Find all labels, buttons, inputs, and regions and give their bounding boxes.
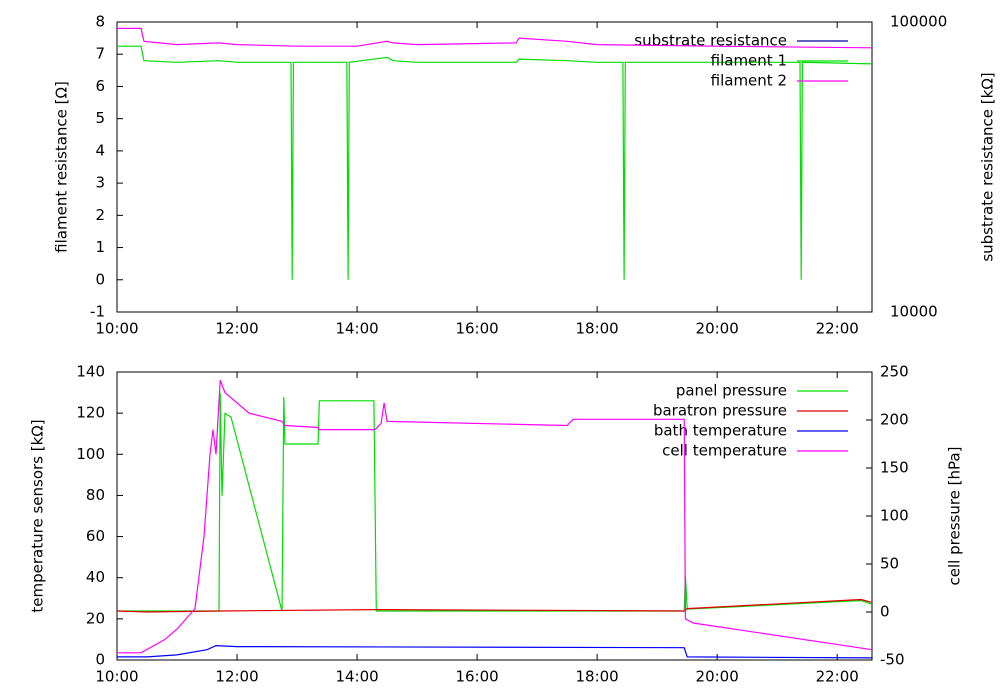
y2-axis-label: cell pressure [hPa] — [946, 447, 964, 586]
legend-label: panel pressure — [676, 382, 787, 400]
y-tick-label: 60 — [86, 527, 105, 545]
legend-label: baratron pressure — [653, 402, 787, 420]
y-tick-label: 0 — [95, 270, 105, 288]
y-tick-label: -1 — [90, 303, 105, 321]
x-tick-label: 14:00 — [335, 320, 378, 338]
y2-tick-label: 0 — [880, 603, 890, 621]
x-tick-label: 10:00 — [95, 320, 138, 338]
y-tick-label: 5 — [95, 109, 105, 127]
y-tick-label: 3 — [95, 174, 105, 192]
series-line — [116, 598, 873, 613]
y-tick-label: 40 — [86, 568, 105, 586]
y2-tick-label: 250 — [880, 363, 909, 381]
y-tick-label: 100 — [76, 445, 105, 463]
y2-tick-label: 150 — [880, 459, 909, 477]
x-tick-label: 16:00 — [455, 668, 498, 686]
y2-tick-label: 100000 — [890, 13, 947, 31]
series-line — [117, 644, 873, 659]
x-tick-label: 14:00 — [335, 668, 378, 686]
y-tick-label: 0 — [95, 651, 105, 669]
x-tick-label: 20:00 — [696, 668, 739, 686]
x-tick-label: 12:00 — [215, 668, 258, 686]
series-line — [117, 379, 873, 654]
y-tick-label: 6 — [95, 77, 105, 95]
legend-label: filament 1 — [711, 52, 787, 70]
y-tick-label: 1 — [95, 238, 105, 256]
series-line — [117, 27, 873, 49]
legend-label: cell temperature — [662, 442, 787, 460]
legend-label: bath temperature — [654, 422, 787, 440]
x-tick-label: 10:00 — [95, 668, 138, 686]
y-tick-label: 8 — [95, 13, 105, 31]
y2-tick-label: 200 — [880, 411, 909, 429]
legend-label: filament 2 — [711, 72, 787, 90]
x-tick-label: 22:00 — [816, 668, 859, 686]
y-axis-label: filament resistance [Ω] — [53, 81, 71, 253]
y2-tick-label: 100 — [880, 507, 909, 525]
y-tick-label: 80 — [86, 486, 105, 504]
legend-label: substrate resistance — [634, 32, 787, 50]
y2-tick-label: 50 — [880, 555, 899, 573]
x-tick-label: 20:00 — [696, 320, 739, 338]
x-tick-label: 12:00 — [215, 320, 258, 338]
y2-tick-label: -50 — [880, 651, 905, 669]
plot-frame — [116, 21, 873, 313]
x-tick-label: 16:00 — [455, 320, 498, 338]
y-tick-label: 20 — [86, 609, 105, 627]
series-line — [117, 45, 873, 280]
x-tick-label: 18:00 — [576, 320, 619, 338]
y-tick-label: 7 — [95, 45, 105, 63]
x-tick-label: 18:00 — [576, 668, 619, 686]
x-tick-label: 22:00 — [816, 320, 859, 338]
y-tick-label: 120 — [76, 404, 105, 422]
y-tick-label: 2 — [95, 206, 105, 224]
y2-axis-label: substrate resistance [kΩ] — [979, 72, 997, 261]
y-axis-label: temperature sensors [kΩ] — [29, 419, 47, 612]
y-tick-label: 4 — [95, 141, 105, 159]
y-tick-label: 140 — [76, 363, 105, 381]
y2-tick-label: 10000 — [890, 303, 938, 321]
